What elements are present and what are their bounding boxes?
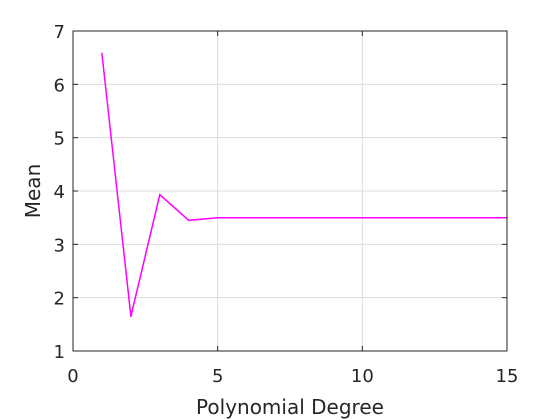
data-point <box>362 217 364 219</box>
data-point <box>477 217 479 219</box>
x-tick-label: 0 <box>67 366 78 387</box>
y-tick-label: 7 <box>54 22 65 43</box>
data-point <box>390 217 392 219</box>
series-line <box>102 53 507 316</box>
y-tick-label: 5 <box>54 129 65 150</box>
y-axis: 1 2 3 4 5 6 7 <box>54 22 507 363</box>
x-tick-label: 5 <box>212 366 223 387</box>
y-tick-label: 3 <box>54 235 65 256</box>
data-point <box>130 316 132 318</box>
data-point <box>275 217 277 219</box>
data-point <box>217 217 219 219</box>
data-point <box>419 217 421 219</box>
y-axis-title: Mean <box>21 164 45 219</box>
x-axis-title: Polynomial Degree <box>196 395 384 419</box>
data-point <box>159 194 161 196</box>
y-tick-label: 1 <box>54 342 65 363</box>
y-tick-label: 2 <box>54 289 65 310</box>
x-tick-label: 10 <box>351 366 374 387</box>
grid-lines <box>73 31 507 351</box>
y-tick-label: 4 <box>54 182 65 203</box>
data-point <box>333 217 335 219</box>
data-point <box>101 53 103 55</box>
plot-series <box>101 53 508 318</box>
data-point <box>304 217 306 219</box>
data-point <box>188 220 190 222</box>
data-point <box>448 217 450 219</box>
y-tick-label: 6 <box>54 75 65 96</box>
x-tick-label: 15 <box>496 366 519 387</box>
data-point <box>246 217 248 219</box>
